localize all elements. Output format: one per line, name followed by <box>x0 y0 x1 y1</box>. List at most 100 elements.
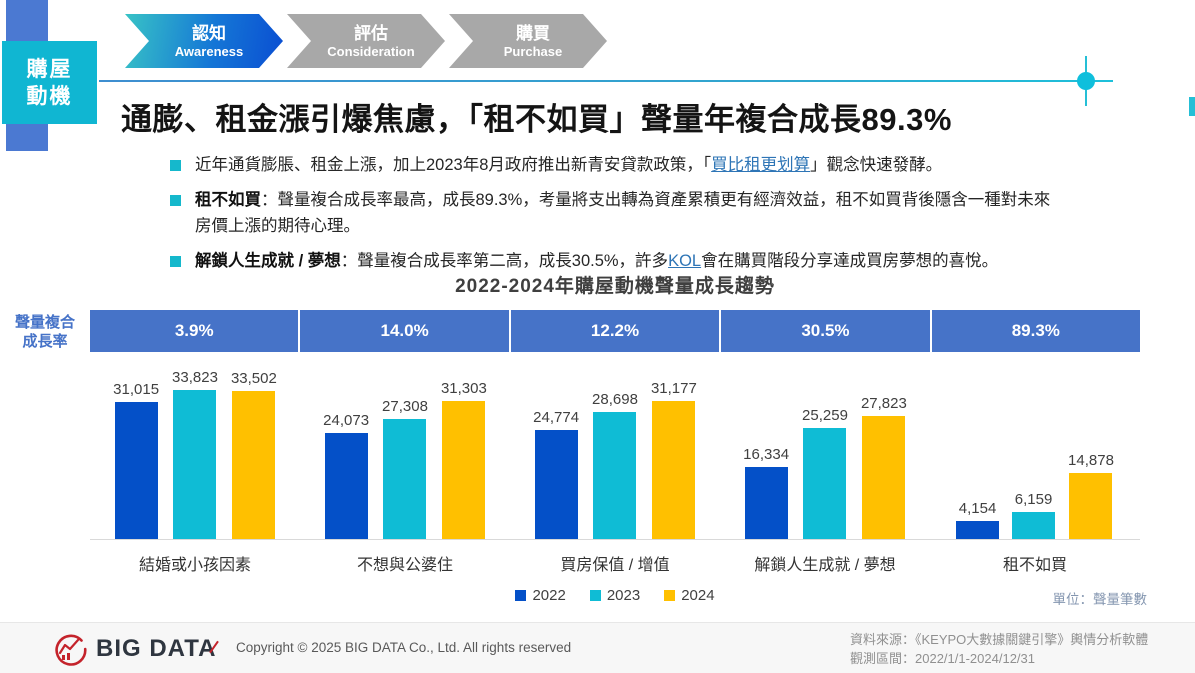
bar-2024-cat4[interactable] <box>1069 473 1113 539</box>
cagr-cell-4: 89.3% <box>931 310 1141 352</box>
bar-value-label: 4,154 <box>958 500 997 517</box>
cagr-cell-3: 30.5% <box>721 310 932 352</box>
bar-2023-cat2[interactable] <box>593 412 637 539</box>
crosshair-dot-icon <box>1077 72 1095 90</box>
x-axis-line <box>90 539 1140 540</box>
bigdata-logo-icon <box>55 634 87 666</box>
bar-2023-cat4[interactable] <box>1012 512 1056 539</box>
bar-2023-cat3[interactable] <box>803 428 847 539</box>
bullet-1-text-post: 」觀念快速發酵。 <box>810 156 943 174</box>
category-label-3: 解鎖人生成就 / 夢想 <box>754 557 896 574</box>
data-source-line1: 資料來源：《KEYPO大數據關鍵引擎》輿情分析軟體 <box>850 632 1149 647</box>
bar-wrap: 24,073 <box>323 412 369 539</box>
bar-value-label: 33,502 <box>230 370 277 387</box>
legend-swatch-icon <box>589 590 601 601</box>
bar-value-label: 33,823 <box>172 369 218 386</box>
bar-2024-cat0[interactable] <box>232 391 276 539</box>
bar-wrap: 31,303 <box>441 380 487 539</box>
bar-wrap: 14,878 <box>1068 452 1114 539</box>
bar-group-0: 31,015 33,823 33,502 <box>90 369 300 539</box>
data-source-line2: 觀測區間：2022/1/1-2024/12/31 <box>850 651 1035 666</box>
funnel-step-consideration[interactable]: 評估 Consideration <box>287 14 445 68</box>
bar-group-2: 24,774 28,698 31,177 <box>510 380 720 539</box>
bar-2022-cat1[interactable] <box>324 433 368 539</box>
bullet-3-lead: 解鎖人生成就 / 夢想 <box>195 252 341 270</box>
funnel-step-awareness[interactable]: 認知 Awareness <box>125 14 283 68</box>
bar-2022-cat4[interactable] <box>956 521 1000 539</box>
legend-label: 2024 <box>681 587 715 604</box>
bullet-item-3: 解鎖人生成就 / 夢想：聲量複合成長率第二高，成長30.5%，許多KOL會在購買… <box>168 248 1065 274</box>
bar-value-label: 16,334 <box>743 446 790 463</box>
category-axis: 結婚或小孩因素 不想與公婆住 買房保值 / 增值 解鎖人生成就 / 夢想 租不如買 <box>90 551 1140 575</box>
bar-wrap: 6,159 <box>1012 491 1056 539</box>
chart-title: 2022-2024年購屋動機聲量成長趨勢 <box>455 276 775 297</box>
funnel-step-subtitle: Awareness <box>174 43 244 59</box>
bullet-3-text-post: 會在購買階段分享達成買房夢想的喜悅。 <box>701 252 999 270</box>
bullet-2-text: ：聲量複合成長率最高，成長89.3%，考量將支出轉為資產累積更有經濟效益，租不如… <box>195 191 1051 235</box>
bar-group-4: 4,154 6,159 14,878 <box>930 452 1140 539</box>
funnel-step-subtitle: Consideration <box>327 43 415 59</box>
legend-label: 2023 <box>606 587 641 604</box>
funnel-step-title: 評估 <box>354 23 388 43</box>
page-title: 通膨、租金漲引爆焦慮，「租不如買」聲量年複合成長89.3% <box>121 102 952 137</box>
unit-note: 單位：聲量筆數 <box>1052 592 1148 607</box>
cagr-cell-1: 14.0% <box>300 310 511 352</box>
category-label-4: 租不如買 <box>1002 557 1067 574</box>
bar-value-label: 27,823 <box>860 395 907 412</box>
topic-tag: 購屋 動機 <box>2 41 97 124</box>
insight-bullets: 近年通貨膨脹、租金上漲，加上2023年8月政府推出新青安貸款政策，「買比租更划算… <box>168 152 1065 283</box>
bar-value-label: 24,073 <box>323 412 370 429</box>
bar-2024-cat1[interactable] <box>442 401 486 539</box>
bar-wrap: 31,177 <box>651 380 697 539</box>
bar-2022-cat2[interactable] <box>534 430 578 539</box>
data-source-note: 資料來源：《KEYPO大數據關鍵引擎》輿情分析軟體 觀測區間：2022/1/1-… <box>850 630 1148 668</box>
bullet-3-link[interactable]: KOL <box>668 252 702 270</box>
topic-tag-line-1: 購屋 <box>26 57 73 81</box>
bar-value-label: 27,308 <box>382 398 428 415</box>
bar-value-label: 31,177 <box>650 380 697 397</box>
bullet-square-icon <box>170 160 181 171</box>
legend-swatch-icon <box>515 590 527 601</box>
category-label-0: 結婚或小孩因素 <box>138 557 251 574</box>
bar-group-3: 16,334 25,259 27,823 <box>720 395 930 539</box>
legend-item-2024[interactable]: 2024 <box>664 587 715 604</box>
header-divider-line <box>99 80 1113 82</box>
bar-2023-cat1[interactable] <box>383 419 427 539</box>
copyright-text: Copyright © 2025 BIG DATA Co., Ltd. All … <box>236 640 572 655</box>
legend-item-2022[interactable]: 2022 <box>515 587 566 604</box>
bar-2024-cat3[interactable] <box>862 416 906 539</box>
bar-group-1: 24,073 27,308 31,303 <box>300 380 510 539</box>
category-label-1: 不想與公婆住 <box>356 557 453 574</box>
bar-wrap: 33,502 <box>231 370 277 539</box>
bar-wrap: 27,823 <box>861 395 907 539</box>
bar-value-label: 25,259 <box>802 407 848 424</box>
legend-item-2023[interactable]: 2023 <box>589 587 641 604</box>
bar-2024-cat2[interactable] <box>652 401 696 539</box>
bullet-1-link[interactable]: 買比租更划算 <box>711 156 811 174</box>
bar-value-label: 24,774 <box>533 409 580 426</box>
bar-value-label: 14,878 <box>1068 452 1114 469</box>
bullet-square-icon <box>170 256 181 267</box>
bar-2023-cat0[interactable] <box>173 390 217 539</box>
bar-2022-cat3[interactable] <box>744 467 788 539</box>
bullet-3-text: ：聲量複合成長率第二高，成長30.5%，許多 <box>340 252 669 270</box>
bar-value-label: 6,159 <box>1014 491 1053 508</box>
bar-wrap: 28,698 <box>592 391 638 539</box>
bar-value-label: 31,303 <box>440 380 487 397</box>
bar-wrap: 16,334 <box>743 446 789 539</box>
bar-plot: 31,015 33,823 33,502 24,073 27,308 31,303 24,7… <box>90 352 1140 540</box>
funnel-step-purchase[interactable]: 購買 Purchase <box>449 14 607 68</box>
bullet-1-text: 近年通貨膨脹、租金上漲，加上2023年8月政府推出新青安貸款政策，「 <box>195 156 712 174</box>
cagr-axis-label-line2: 成長率 <box>22 333 68 350</box>
bar-wrap: 31,015 <box>113 381 159 539</box>
bar-2022-cat0[interactable] <box>114 402 158 539</box>
chart-legend: 2022 2023 2024 <box>90 587 1140 604</box>
bigdata-logo: BIG DATA <box>52 631 216 667</box>
funnel-step-subtitle: Purchase <box>503 43 563 59</box>
cagr-cell-0: 3.9% <box>90 310 301 352</box>
category-label-2: 買房保值 / 增值 <box>560 557 670 574</box>
footer-bar: BIG DATA Copyright © 2025 BIG DATA Co., … <box>0 622 1195 673</box>
right-edge-accent <box>1189 97 1195 116</box>
bullet-2-lead: 租不如買 <box>195 191 261 209</box>
